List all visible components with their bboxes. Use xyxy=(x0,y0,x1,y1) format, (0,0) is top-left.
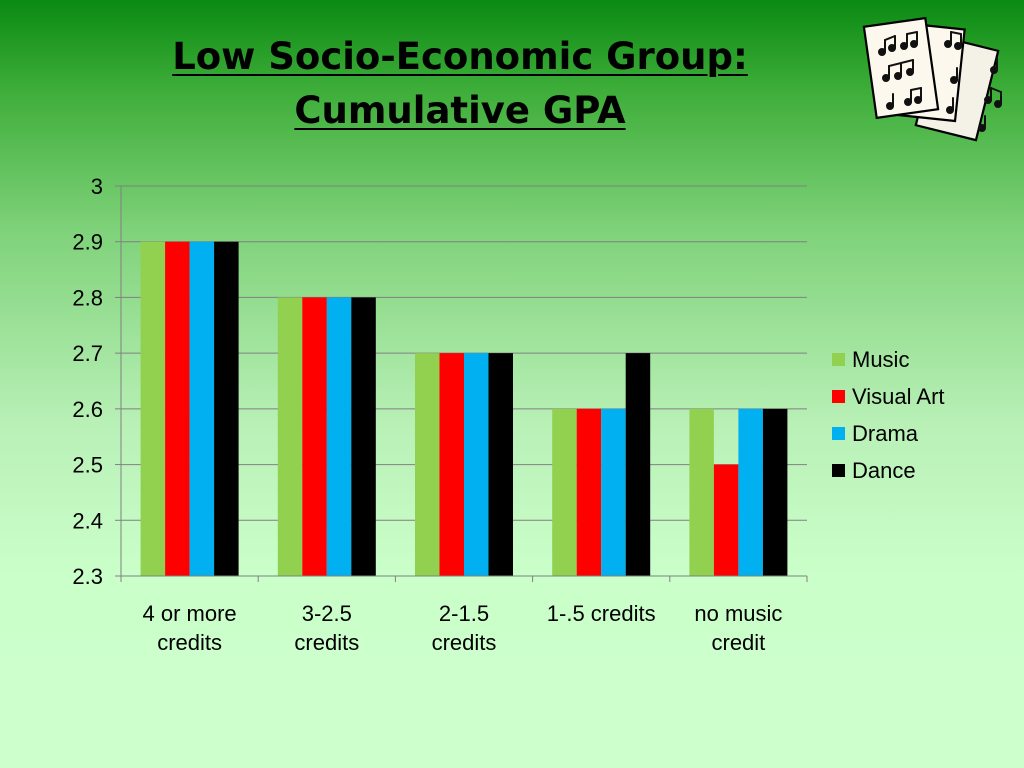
bar-music xyxy=(552,408,577,576)
bar-dance xyxy=(762,408,788,576)
bar-visual-art xyxy=(302,297,327,576)
legend-swatch xyxy=(832,427,845,440)
bar-visual-art xyxy=(439,353,464,576)
slide-title-line-2: Cumulative GPA xyxy=(294,89,626,132)
slide-title: Low Socio-Economic Group: Cumulative GPA xyxy=(100,30,820,138)
bar-music xyxy=(140,241,166,576)
bar-music xyxy=(277,297,303,576)
legend-swatch xyxy=(832,464,845,477)
y-tick-label: 2.6 xyxy=(72,397,103,422)
bar-drama xyxy=(601,408,626,576)
y-tick-label: 2.4 xyxy=(72,508,103,533)
bar-music xyxy=(415,353,440,576)
y-tick-label: 2.3 xyxy=(72,564,103,589)
bar-drama xyxy=(326,297,352,576)
legend-label: Music xyxy=(852,347,909,372)
bar-dance xyxy=(351,297,376,576)
x-tick-label: no music credit xyxy=(694,601,782,655)
x-tick-label: 3-2.5 credits xyxy=(294,601,359,655)
legend-swatch xyxy=(832,353,845,366)
slide-title-line-1: Low Socio-Economic Group: xyxy=(172,35,748,78)
legend-label: Drama xyxy=(852,421,919,446)
x-tick-labels: 4 or more credits 3-2.5 credits 2-1.5 credits… xyxy=(143,601,783,655)
sheet-music-icon xyxy=(862,16,1002,142)
bar-drama xyxy=(738,408,763,576)
axes xyxy=(115,185,808,582)
bar-visual-art xyxy=(713,464,739,576)
bar-visual-art xyxy=(165,241,190,576)
bar-dance xyxy=(214,241,239,576)
bars xyxy=(140,241,788,576)
legend-swatch xyxy=(832,390,845,403)
x-tick-label: 2-1.5 credits xyxy=(432,601,497,655)
legend-label: Visual Art xyxy=(852,384,945,409)
bar-drama xyxy=(189,241,215,576)
bar-visual-art xyxy=(576,408,602,576)
y-tick-label: 2.7 xyxy=(72,341,103,366)
legend-label: Dance xyxy=(852,458,916,483)
bar-music xyxy=(689,408,714,576)
y-tick-labels: 2.3 2.4 2.5 2.6 2.7 2.8 2.9 3 xyxy=(72,174,103,589)
bar-dance xyxy=(625,353,651,576)
legend: Music Visual Art Drama Dance xyxy=(832,347,945,483)
bar-dance xyxy=(488,353,513,576)
x-tick-label: 1-.5 credits xyxy=(547,601,656,626)
y-tick-label: 2.8 xyxy=(72,285,103,310)
y-tick-label: 2.9 xyxy=(72,230,103,255)
y-tick-label: 2.5 xyxy=(72,453,103,478)
y-tick-label: 3 xyxy=(91,174,103,199)
x-tick-label: 4 or more credits xyxy=(143,601,237,655)
bar-drama xyxy=(464,353,489,576)
